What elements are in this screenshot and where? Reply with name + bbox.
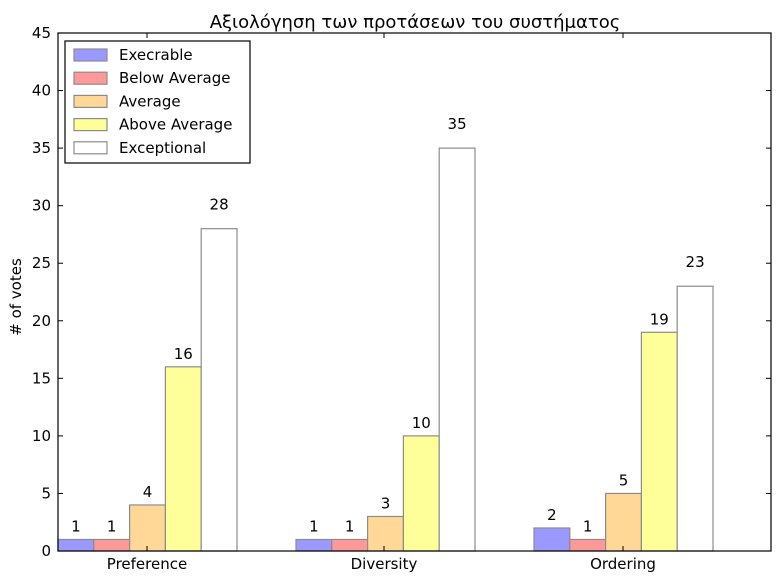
bar-below-average-preference — [93, 538, 131, 552]
legend-swatch-average — [73, 94, 108, 109]
y-axis-label: # of votes — [7, 258, 25, 336]
legend-label-exceptional: Exceptional — [119, 139, 206, 157]
bar-value-label: 1 — [345, 517, 355, 535]
chart-title: Αξιολόγηση των προτάσεων του συστήματος — [210, 12, 621, 33]
bar-value-label: 1 — [107, 517, 117, 535]
bar-average-ordering — [604, 492, 642, 552]
bar-value-label: 2 — [547, 506, 557, 524]
y-tick-label: 5 — [41, 484, 51, 502]
bar-execrable-ordering — [533, 527, 571, 552]
bar-above-average-preference — [164, 366, 202, 552]
y-tick-label: 30 — [32, 197, 51, 215]
bar-execrable-diversity — [295, 538, 333, 552]
y-tick-label: 20 — [32, 312, 51, 330]
bar-below-average-ordering — [569, 538, 607, 552]
plot-area: 1 121 1 1435161019283523051015202530354045P… — [32, 24, 772, 573]
legend-swatch-above-average — [73, 117, 108, 132]
legend: Execrable Below Average Average Above Avera… — [64, 40, 251, 164]
legend-label-below-average: Below Average — [119, 69, 231, 87]
x-tick-label-ordering: Ordering — [590, 555, 656, 573]
bar-value-label: 4 — [143, 483, 153, 501]
legend-swatch-execrable — [73, 48, 108, 62]
bar-value-label: 1 — [309, 517, 319, 535]
bar-value-label: 19 — [650, 310, 669, 328]
bar-average-preference — [129, 504, 167, 552]
y-tick-label: 25 — [32, 254, 51, 272]
bar-value-label: 5 — [619, 471, 629, 489]
bar-value-label: 10 — [412, 414, 431, 432]
y-tick-label: 40 — [32, 82, 51, 100]
bar-value-label: 35 — [448, 115, 467, 133]
x-tick-label-preference: Preference — [107, 555, 187, 573]
y-tick-label: 15 — [32, 369, 51, 387]
x-tick-label-diversity: Diversity — [351, 555, 418, 573]
bar-value-label: 1 — [71, 517, 81, 535]
y-tick-label: 10 — [32, 427, 51, 445]
y-tick-label: 0 — [41, 542, 51, 560]
bar-value-label: 23 — [686, 253, 705, 271]
bar-below-average-diversity — [331, 538, 369, 552]
bar-execrable-preference — [57, 538, 95, 552]
bar-above-average-diversity — [402, 435, 440, 552]
bar-exceptional-ordering — [676, 285, 714, 552]
legend-label-average: Average — [119, 92, 181, 110]
bar-exceptional-preference — [200, 228, 238, 552]
bar-value-label: 16 — [174, 345, 193, 363]
bar-average-diversity — [367, 515, 405, 552]
legend-label-above-average: Above Average — [119, 116, 232, 134]
legend-swatch-below-average — [73, 71, 108, 85]
y-tick-label: 45 — [32, 24, 51, 42]
plot-frame — [57, 32, 772, 552]
legend-swatch-exceptional — [73, 141, 108, 155]
y-tick-label: 35 — [32, 139, 51, 157]
bar-value-label: 28 — [210, 196, 229, 214]
bar-value-label: 3 — [381, 494, 391, 512]
legend-label-execrable: Execrable — [119, 46, 193, 64]
bar-above-average-ordering — [640, 331, 678, 552]
bar-value-label: 1 — [583, 517, 593, 535]
bar-exceptional-diversity — [438, 147, 476, 552]
